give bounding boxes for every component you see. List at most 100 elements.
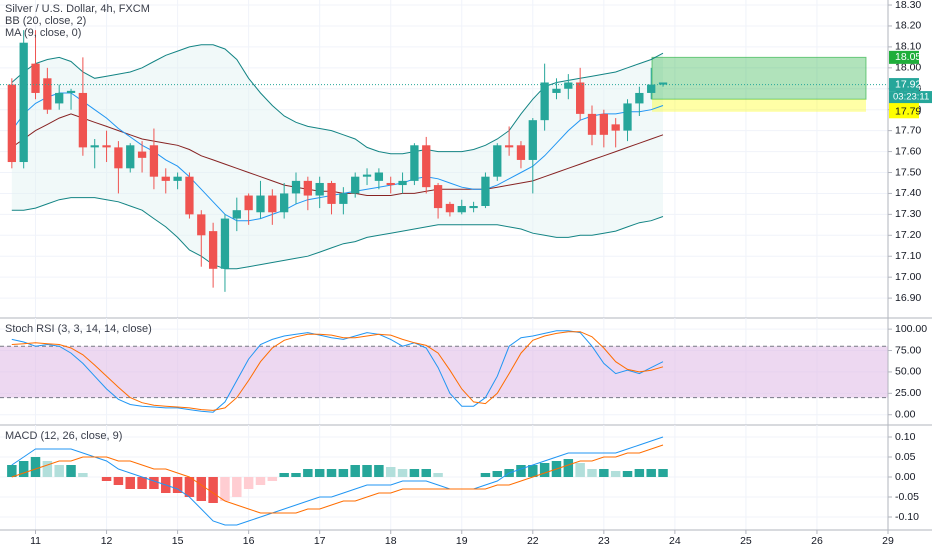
y-tick-label: 0.00 <box>895 471 916 483</box>
histogram-bar <box>267 477 278 481</box>
candle-body <box>623 103 632 131</box>
histogram-bar <box>18 461 29 477</box>
histogram-bar <box>575 463 585 477</box>
panel: 16.90 17.00 17.10 17.20 17.30 17.40 17.50 17.60… <box>0 0 932 319</box>
histogram-bar <box>480 473 491 477</box>
candle-body <box>339 193 348 204</box>
macd-line <box>11 436 664 526</box>
y-tick-label: 17.50 <box>895 166 921 178</box>
y-tick-label: 17.10 <box>895 250 921 262</box>
candle-body <box>469 205 478 209</box>
stop-label-box <box>889 105 919 119</box>
x-tick-label: 29 <box>882 535 894 547</box>
candle-body <box>457 205 466 213</box>
x-tick-label: 16 <box>243 535 255 547</box>
candle-body <box>256 195 265 213</box>
candle-body <box>410 145 419 181</box>
candle-body <box>149 145 159 177</box>
histogram-bar <box>421 469 431 477</box>
candle-body <box>173 176 182 181</box>
histogram-bar <box>516 465 526 477</box>
histogram-bar <box>125 477 135 489</box>
y-tick-label: 17.60 <box>895 145 921 157</box>
histogram-bar <box>30 457 41 477</box>
candle-body <box>327 182 336 204</box>
x-tick-label: 26 <box>811 535 823 547</box>
candle-body <box>197 214 206 236</box>
y-tick-label: 17.70 <box>895 124 921 136</box>
y-tick-label: -0.05 <box>895 491 919 503</box>
countdown-box <box>889 91 932 104</box>
candle-body <box>55 92 64 104</box>
candle-body <box>647 84 656 93</box>
candle-body <box>208 231 218 269</box>
candle-body <box>137 151 147 158</box>
stop-label: 17.79 <box>895 106 921 118</box>
target-zone <box>651 56 867 100</box>
target-label: 18.05 <box>895 51 921 63</box>
chart-title: Silver / U.S. Dollar, 4h, FXCM <box>5 3 150 15</box>
candle-body <box>43 78 52 110</box>
candle-body <box>291 180 301 194</box>
panel: 0.00 25.00 50.00 75.00 100.00 Stoch RSI (3, 3… <box>0 318 932 426</box>
histogram-bar <box>208 477 218 503</box>
candle-body <box>126 145 135 169</box>
histogram-bar <box>220 477 230 501</box>
candle-body <box>351 176 360 194</box>
y-tick-label: 50.00 <box>895 366 921 378</box>
histogram-bar <box>291 473 301 477</box>
panel-title: MACD (12, 26, close, 9) <box>5 430 122 442</box>
x-tick-label: 24 <box>669 535 681 547</box>
candle-body <box>552 88 561 93</box>
candle-body <box>220 218 230 269</box>
panel-title: Stoch RSI (3, 3, 14, 14, close) <box>5 323 152 335</box>
stoch-band <box>0 346 888 398</box>
candle-body <box>481 176 490 206</box>
band-fill <box>11 44 664 269</box>
candle-body <box>114 147 123 169</box>
y-tick-label: 75.00 <box>895 344 921 356</box>
bb-legend: BB (20, close, 2) <box>5 15 86 27</box>
x-tick-label: 22 <box>527 535 539 547</box>
stoch-line <box>11 330 664 413</box>
histogram-bar <box>539 463 550 477</box>
candle-body <box>504 145 514 148</box>
candle-body <box>7 84 16 163</box>
candle-body <box>66 90 76 93</box>
histogram-bar <box>54 465 64 477</box>
candle-body <box>19 42 28 163</box>
y-tick-label: 17.20 <box>895 229 921 241</box>
histogram-bar <box>113 477 124 485</box>
candle-body <box>564 82 573 89</box>
y-tick-label: 0.05 <box>895 451 916 463</box>
histogram-bar <box>137 477 147 489</box>
histogram-bar <box>610 471 621 477</box>
candle-body <box>540 82 549 121</box>
histogram-bar <box>622 471 633 477</box>
candle-body <box>635 92 644 104</box>
candle-body <box>493 145 502 177</box>
stop-zone <box>652 99 866 112</box>
last-price-label: 17.92 <box>895 78 921 90</box>
candle-body <box>433 185 443 209</box>
candle-body <box>422 145 431 188</box>
x-tick-label: 18 <box>385 535 397 547</box>
histogram-bar <box>528 465 538 477</box>
histogram-bar <box>314 469 325 477</box>
candle-body <box>398 180 407 186</box>
candle-body <box>78 92 88 148</box>
histogram-bar <box>374 465 384 477</box>
histogram-bar <box>563 459 574 477</box>
last-price-label-box <box>889 78 919 92</box>
y-tick-label: 18.20 <box>895 20 921 32</box>
candle-body <box>268 195 277 213</box>
candle-body <box>244 195 253 211</box>
histogram-bar <box>7 465 17 477</box>
histogram-bar <box>397 469 408 477</box>
candle-body <box>185 176 194 215</box>
histogram-bar <box>492 471 503 477</box>
bb-lower <box>11 197 664 270</box>
countdown: 03:23:11 <box>893 92 929 103</box>
y-tick-label: 17.00 <box>895 271 921 283</box>
